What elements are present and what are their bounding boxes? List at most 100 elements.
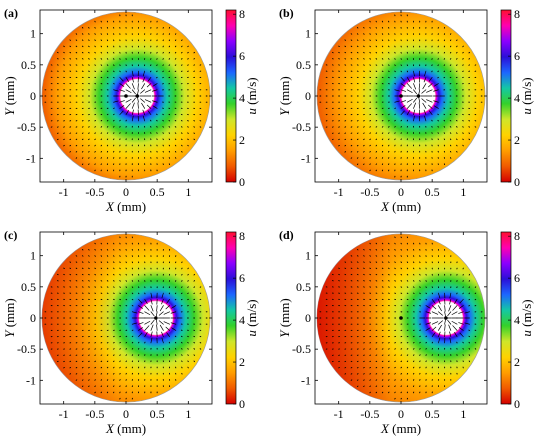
velocity-arrow: [431, 311, 439, 315]
velocity-arrow: [400, 280, 403, 282]
velocity-arrow: [125, 348, 128, 350]
velocity-arrow: [418, 83, 421, 90]
velocity-arrow: [125, 292, 128, 295]
velocity-arrow: [394, 360, 396, 363]
velocity-arrow: [100, 58, 103, 60]
colorbar-tick-label: 2: [239, 355, 245, 369]
velocity-arrow: [462, 144, 464, 147]
y-axis-label: Y (mm): [277, 298, 292, 337]
velocity-arrow: [106, 267, 109, 270]
velocity-arrow: [443, 70, 446, 73]
velocity-arrow: [156, 76, 158, 79]
velocity-arrow: [438, 298, 441, 305]
velocity-arrow: [388, 373, 390, 375]
x-tick-label: -0.5: [360, 407, 379, 421]
velocity-arrow: [125, 103, 131, 109]
colorbar-tick-label: 2: [239, 133, 245, 147]
velocity-arrow: [147, 110, 152, 116]
velocity-arrow: [94, 379, 96, 381]
center-point: [399, 316, 403, 320]
velocity-arrow: [438, 331, 441, 338]
velocity-arrow: [422, 102, 427, 109]
velocity-arrow: [381, 51, 384, 54]
velocity-arrow: [100, 138, 103, 141]
velocity-arrow: [113, 89, 119, 92]
velocity-arrow: [356, 33, 359, 35]
velocity-arrow: [449, 126, 452, 128]
velocity-arrow: [193, 360, 196, 363]
velocity-arrow: [419, 341, 421, 344]
velocity-arrow: [158, 320, 164, 325]
velocity-arrow: [369, 51, 371, 54]
velocity-arrow: [94, 138, 96, 141]
velocity-arrow: [181, 58, 183, 60]
velocity-arrow: [375, 373, 378, 375]
velocity-arrow: [428, 83, 433, 88]
velocity-arrow: [125, 83, 131, 89]
velocity-arrow: [94, 261, 96, 263]
velocity-arrow: [431, 326, 437, 331]
velocity-arrow: [468, 341, 471, 344]
velocity-arrow: [419, 286, 421, 288]
velocity-arrow: [88, 248, 90, 251]
center-point: [154, 316, 158, 320]
velocity-arrow: [142, 115, 146, 122]
y-tick-label: 0.5: [296, 58, 311, 72]
velocity-arrow: [418, 102, 421, 109]
y-tick-label: -1: [301, 151, 311, 165]
x-tick-label: 0.5: [425, 185, 440, 199]
velocity-arrow: [119, 89, 125, 92]
colorbar: [225, 9, 237, 183]
velocity-arrow: [161, 337, 164, 344]
velocity-arrow: [168, 132, 171, 134]
velocity-arrow: [369, 391, 371, 394]
velocity-arrow: [125, 99, 132, 103]
y-axis-variable: Y: [2, 329, 17, 338]
velocity-arrow: [447, 319, 452, 325]
velocity-arrow: [155, 311, 158, 317]
velocity-arrow: [413, 83, 417, 90]
velocity-arrow: [474, 292, 477, 295]
velocity-arrow: [75, 151, 78, 153]
velocity-arrow: [168, 64, 171, 66]
velocity-arrow: [394, 379, 396, 381]
colorbar-tick-label: 6: [514, 271, 520, 285]
velocity-arrow: [426, 89, 433, 93]
velocity-arrow: [113, 100, 119, 103]
velocity-arrow: [381, 391, 384, 394]
velocity-arrow: [100, 255, 103, 257]
velocity-arrow: [413, 70, 415, 77]
velocity-arrow: [94, 373, 96, 375]
velocity-arrow: [423, 76, 427, 83]
velocity-arrow: [131, 341, 134, 344]
velocity-arrow: [88, 39, 90, 41]
velocity-arrow: [474, 348, 477, 350]
velocity-arrow: [125, 286, 128, 288]
velocity-arrow: [394, 373, 396, 375]
velocity-arrow: [88, 45, 90, 48]
x-tick-label: 1: [185, 407, 191, 421]
velocity-arrow: [468, 292, 471, 295]
velocity-arrow: [113, 119, 115, 122]
velocity-arrow: [375, 138, 378, 141]
panel-label: (d): [279, 228, 294, 242]
velocity-arrow: [449, 292, 452, 299]
y-axis-label: Y (mm): [2, 298, 17, 337]
x-tick-label: 0: [123, 185, 129, 199]
velocity-arrow: [468, 138, 471, 141]
colorbar-tick-label: 0: [514, 397, 520, 411]
velocity-arrow: [131, 311, 138, 314]
colorbar-tick-label: 6: [239, 271, 245, 285]
velocity-arrow: [131, 89, 136, 95]
colorbar-unit: (m/s): [519, 77, 534, 108]
velocity-arrow: [406, 286, 409, 288]
velocity-arrow: [363, 157, 365, 159]
velocity-arrow: [88, 144, 90, 147]
panel-label: (a): [4, 6, 18, 20]
x-axis-variable: X: [380, 199, 390, 214]
x-tick-label: 1: [460, 407, 466, 421]
velocity-arrow: [181, 286, 183, 288]
velocity-arrow: [144, 321, 151, 325]
velocity-arrow: [413, 286, 415, 288]
velocity-arrow: [375, 144, 378, 147]
